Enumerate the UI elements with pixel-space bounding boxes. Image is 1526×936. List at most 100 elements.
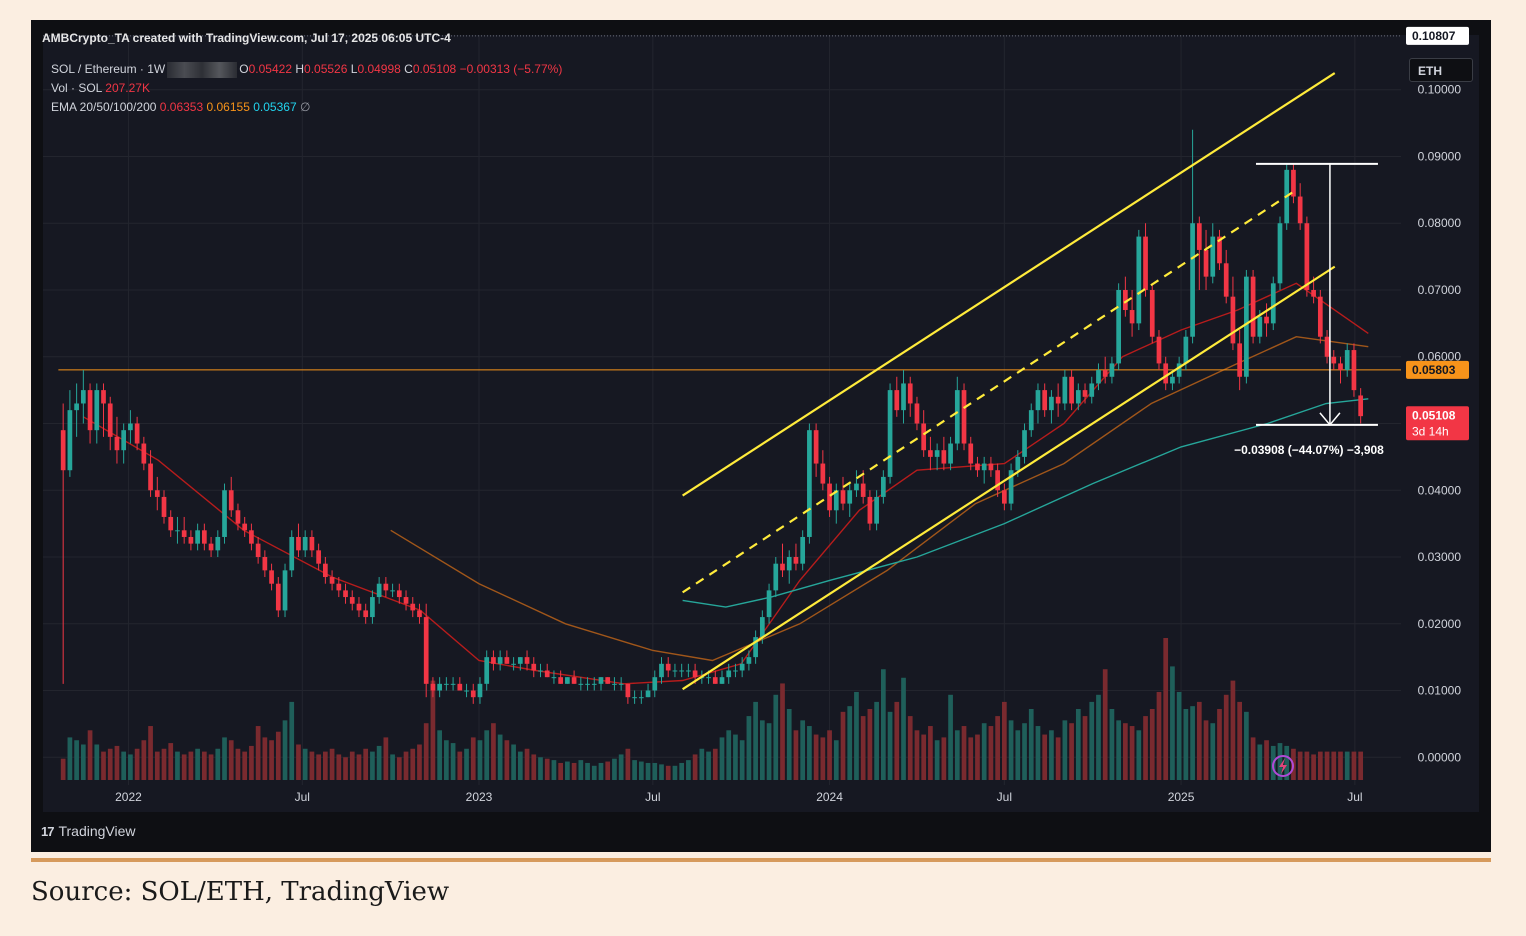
candle-body bbox=[780, 563, 785, 571]
candle-body bbox=[659, 663, 664, 678]
time-axis[interactable]: 2022 Jul 2023 Jul 2024 Jul 2025 Jul bbox=[115, 790, 1362, 804]
candle-body bbox=[1277, 223, 1283, 284]
currency-button[interactable]: ETH bbox=[1409, 58, 1473, 82]
ema-label[interactable]: EMA 20/50/100/200 bbox=[51, 100, 157, 114]
candle-body bbox=[686, 670, 691, 672]
volume-bar bbox=[417, 744, 422, 780]
candle-body bbox=[551, 677, 557, 679]
volume-bar bbox=[1096, 694, 1101, 780]
volume-bar bbox=[813, 734, 819, 780]
candle-body bbox=[1163, 363, 1169, 384]
candle-body bbox=[376, 583, 382, 598]
candle-body bbox=[1264, 316, 1269, 324]
volume-bar bbox=[1297, 751, 1303, 780]
volume-bar bbox=[1002, 701, 1007, 780]
volume-bar bbox=[538, 757, 543, 780]
volume-bar bbox=[1257, 744, 1263, 780]
volume-bar bbox=[107, 748, 113, 780]
measure-label: −0.03908 (−44.07%) −3,908 bbox=[1234, 443, 1384, 457]
candle-body bbox=[410, 603, 416, 611]
volume-bar bbox=[807, 726, 812, 780]
volume-bar bbox=[712, 748, 718, 780]
candle-body bbox=[625, 683, 631, 698]
candle-body bbox=[323, 563, 328, 578]
candle-body bbox=[1304, 223, 1310, 290]
candle-body bbox=[67, 410, 73, 471]
volume-bar bbox=[638, 761, 644, 780]
volume-bar bbox=[840, 711, 846, 780]
candle-body bbox=[894, 390, 900, 411]
candle-body bbox=[484, 657, 490, 684]
channel-lower-line bbox=[682, 265, 1336, 691]
candle-body bbox=[598, 677, 604, 684]
candle-body bbox=[228, 490, 234, 511]
volume-bar bbox=[363, 748, 369, 780]
price-label-box bbox=[1406, 26, 1469, 45]
candle-body bbox=[820, 463, 826, 484]
candle-body bbox=[733, 670, 738, 672]
candle-body bbox=[827, 483, 832, 511]
candle-body bbox=[363, 610, 369, 618]
candle-body bbox=[201, 530, 207, 544]
candle-body bbox=[1015, 456, 1021, 471]
candle-body bbox=[901, 383, 906, 411]
close-value: 0.05108 bbox=[412, 62, 457, 77]
volume-bar bbox=[632, 760, 637, 780]
measure-tool[interactable]: −0.03908 (−44.07%) −3,908 bbox=[1234, 162, 1384, 457]
candle-body bbox=[356, 603, 362, 611]
ema20-line bbox=[82, 282, 1369, 685]
volume-bar bbox=[524, 748, 530, 780]
lightning-icon[interactable] bbox=[1272, 755, 1294, 777]
volume-bar bbox=[1304, 751, 1310, 780]
symbol-name[interactable]: SOL / Ethereum · 1W bbox=[51, 62, 166, 77]
channel-lines[interactable] bbox=[682, 72, 1336, 691]
candle-body bbox=[665, 663, 671, 671]
candle-body bbox=[1217, 236, 1222, 264]
candle-body bbox=[349, 597, 355, 604]
chart-canvas[interactable]: −0.03908 (−44.07%) −3,908 0.10000 0.09000… bbox=[31, 20, 1491, 852]
volume-bar bbox=[605, 761, 611, 780]
candle-body bbox=[289, 536, 295, 571]
volume-bar bbox=[1324, 751, 1330, 780]
candle-body bbox=[390, 590, 395, 592]
candle-body bbox=[538, 670, 543, 672]
candle-body bbox=[571, 677, 577, 684]
volume-bar bbox=[659, 764, 664, 780]
volume-bar bbox=[1089, 701, 1095, 780]
redacted-block bbox=[167, 62, 238, 78]
candle-body bbox=[329, 577, 335, 584]
high-value: 0.05526 bbox=[304, 62, 348, 77]
candle-body bbox=[316, 550, 321, 564]
volume-value: 207.27K bbox=[105, 81, 150, 95]
price-label-box bbox=[1406, 406, 1469, 441]
volume-bar bbox=[1163, 638, 1169, 780]
volume-bar bbox=[181, 754, 187, 780]
volume-bar bbox=[114, 745, 120, 780]
candle-body bbox=[793, 557, 799, 564]
candle-body bbox=[1022, 430, 1027, 457]
candle-body bbox=[1062, 376, 1068, 404]
candle-body bbox=[638, 697, 644, 699]
volume-bar bbox=[188, 751, 194, 780]
x-tick-label: Jul bbox=[645, 790, 660, 804]
candle-body bbox=[712, 677, 718, 684]
volume-bar bbox=[780, 683, 785, 780]
candle-body bbox=[269, 570, 274, 584]
volume-bar bbox=[141, 740, 147, 780]
candle-body bbox=[148, 463, 153, 491]
candle-body bbox=[773, 563, 779, 591]
volume-bar bbox=[766, 723, 772, 780]
tradingview-logo[interactable]: 17 TradingView bbox=[41, 823, 136, 839]
x-tick-label: Jul bbox=[295, 790, 310, 804]
candle-body bbox=[645, 690, 651, 698]
candle-body bbox=[511, 663, 516, 665]
volume-bar bbox=[1196, 701, 1202, 780]
volume-bar bbox=[275, 731, 281, 780]
candle-body bbox=[1116, 289, 1121, 364]
x-tick-label: 2025 bbox=[1168, 790, 1195, 804]
candle-body bbox=[396, 590, 402, 598]
volume-bar bbox=[470, 737, 476, 780]
volume-label[interactable]: Vol · SOL bbox=[51, 81, 102, 95]
volume-bar bbox=[558, 762, 564, 780]
candle-body bbox=[1082, 390, 1088, 397]
